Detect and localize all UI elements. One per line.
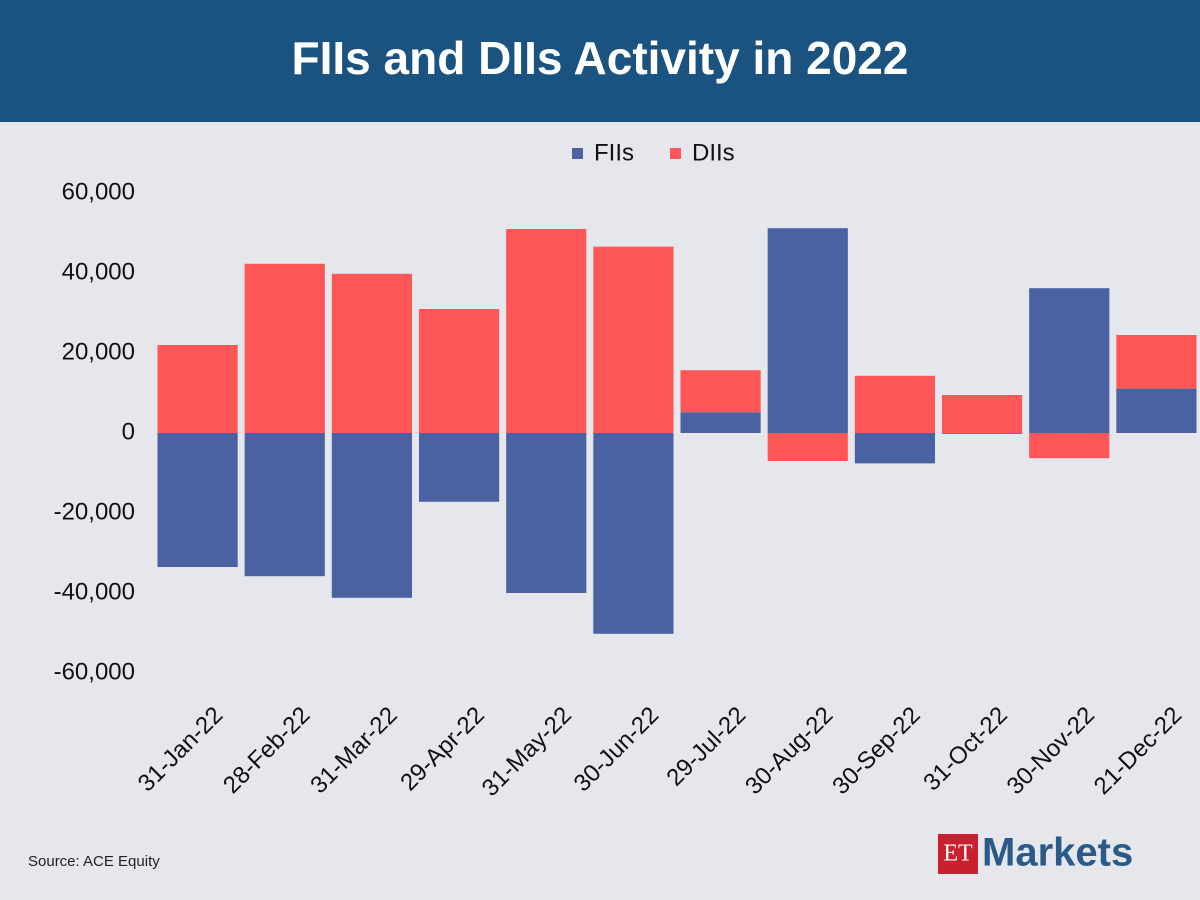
- y-tick-label: 40,000: [62, 258, 135, 285]
- bar: [331, 433, 413, 598]
- bar: [593, 433, 674, 634]
- legend: FIIs DIIs: [572, 139, 735, 166]
- logo-badge: [938, 834, 978, 874]
- y-tick-label: 20,000: [62, 338, 135, 365]
- bar: [1029, 433, 1110, 459]
- bar: [680, 412, 761, 433]
- legend-swatch: [572, 148, 583, 159]
- bar: [854, 375, 936, 433]
- chart-title: FIIs and DIIs Activity in 2022: [292, 32, 909, 84]
- bar: [941, 433, 1023, 434]
- y-tick-label: -40,000: [54, 578, 135, 605]
- legend-label: FIIs: [594, 139, 634, 166]
- bar: [1116, 335, 1197, 389]
- bar: [418, 309, 500, 433]
- bar: [506, 229, 587, 433]
- header-band: [0, 0, 1200, 122]
- bar: [1116, 388, 1197, 433]
- bar: [941, 395, 1023, 433]
- source-note: Source: ACE Equity: [28, 853, 160, 870]
- bar: [767, 228, 848, 433]
- logo-prefix: ET: [943, 841, 973, 867]
- bar: [506, 433, 587, 593]
- bar: [244, 433, 325, 577]
- bar: [767, 433, 848, 461]
- logo-name: Markets: [982, 831, 1133, 875]
- bar: [331, 273, 413, 433]
- bar: [593, 246, 674, 433]
- bar: [1029, 288, 1110, 433]
- bar: [157, 345, 238, 433]
- bar: [157, 433, 238, 567]
- y-tick-label: -60,000: [54, 658, 135, 685]
- bar: [680, 370, 761, 413]
- y-tick-label: -20,000: [54, 498, 135, 525]
- y-tick-label: 0: [122, 418, 135, 445]
- legend-swatch: [670, 148, 681, 159]
- y-tick-label: 60,000: [62, 178, 135, 205]
- bar: [418, 433, 500, 502]
- bar: [244, 263, 325, 433]
- legend-label: DIIs: [692, 139, 735, 166]
- bar: [854, 433, 936, 464]
